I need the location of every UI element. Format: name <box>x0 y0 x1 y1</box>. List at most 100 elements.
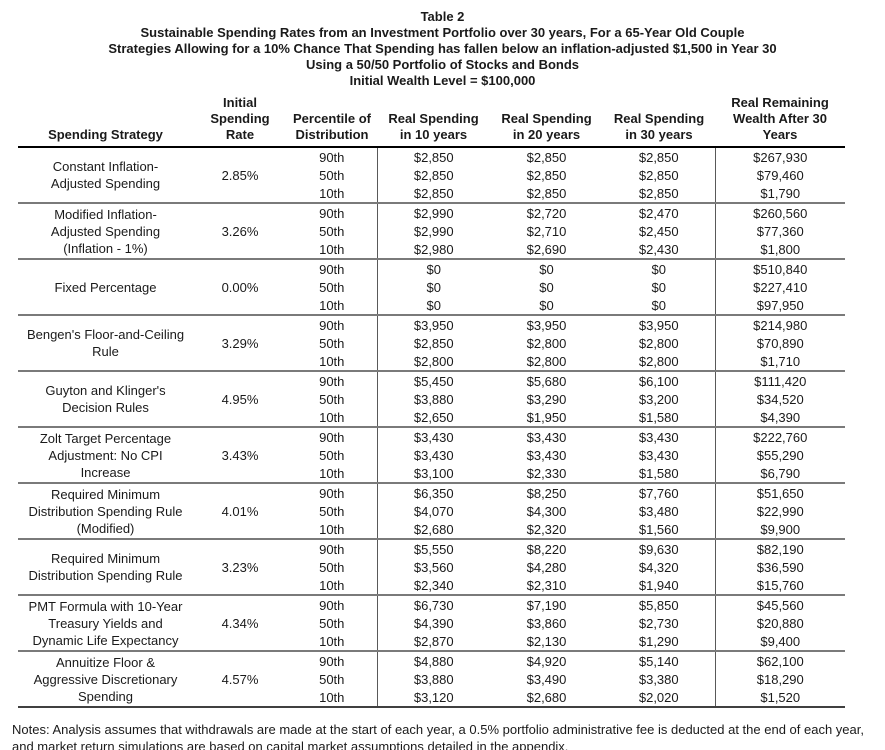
real-spending-20y-cell: $2,720 <box>490 202 603 222</box>
real-spending-30y-cell: $3,200 <box>638 391 679 407</box>
table-row: Bengen's Floor-and-Ceiling Rule 3.29% 90th… <box>18 314 845 371</box>
real-spending-30y-cell: $2,450 <box>638 223 679 239</box>
real-spending-30y-cell: $0 <box>651 297 666 313</box>
remaining-wealth-cell: $15,760 <box>714 576 845 595</box>
title-line-2: Strategies Allowing for a 10% Chance Tha… <box>108 41 777 56</box>
real-spending-20y-cell: $3,950 <box>490 314 603 334</box>
real-spending-10y-cell: $2,850 <box>376 147 490 166</box>
strategy-name-cell: PMT Formula with 10-Year Treasury Yields… <box>18 594 193 651</box>
real-spending-10y-cell: $2,990 <box>376 202 490 222</box>
percentile-cell: 10th <box>319 521 345 537</box>
percentile-cell: 50th <box>319 223 345 239</box>
percentile-cell: 90th <box>287 482 377 502</box>
table-header: Spending Strategy Initial Spending Rate … <box>18 95 845 148</box>
table-number: Table 2 <box>420 9 465 24</box>
initial-spending-rate-cell: 4.01% <box>193 482 287 539</box>
initial-spending-rate-cell: 2.85% <box>221 167 259 183</box>
real-spending-30y-cell: $3,950 <box>603 314 715 334</box>
remaining-wealth-cell: $20,880 <box>714 614 845 632</box>
real-spending-10y-cell: $2,980 <box>376 240 490 259</box>
remaining-wealth-cell: $222,760 <box>714 426 845 446</box>
percentile-cell: 90th <box>319 149 345 165</box>
real-spending-20y-cell: $4,280 <box>526 559 567 575</box>
table-row: 50th $2,990 $2,710 $2,450 $77,360 <box>18 222 845 240</box>
real-spending-20y-cell: $0 <box>539 279 554 295</box>
table-row: Constant Inflation- Adjusted Spending 2.8… <box>18 147 845 191</box>
real-spending-20y-cell: $2,850 <box>526 185 567 201</box>
initial-spending-rate-cell: 4.95% <box>193 370 287 427</box>
real-spending-30y-cell: $2,850 <box>638 167 679 183</box>
real-spending-20y-cell: $1,950 <box>526 409 567 425</box>
real-spending-20y-cell: $3,860 <box>526 615 567 631</box>
real-spending-30y-cell: $2,850 <box>638 149 679 165</box>
title-line-4: Initial Wealth Level = $100,000 <box>349 73 536 88</box>
remaining-wealth-cell: $36,590 <box>714 558 845 576</box>
remaining-wealth-cell: $70,890 <box>714 334 845 352</box>
real-spending-10y-cell: $3,560 <box>376 558 490 576</box>
real-spending-20y-cell: $0 <box>490 258 603 278</box>
table-row: Zolt Target Percentage Adjustment: No CP… <box>18 426 845 483</box>
real-spending-30y-cell: $1,580 <box>638 409 679 425</box>
strategy-name-cell: Zolt Target Percentage Adjustment: No CP… <box>18 426 193 483</box>
remaining-wealth-cell: $1,520 <box>714 688 845 707</box>
real-spending-10y-cell: $3,430 <box>376 426 490 446</box>
header-real-spending-10-years: Real Spending in 10 years <box>377 95 490 148</box>
remaining-wealth-cell: $34,520 <box>714 390 845 408</box>
real-spending-20y-cell: $2,850 <box>526 149 567 165</box>
table-row: 10th $2,650 $1,950 $1,580 $4,390 <box>18 408 845 427</box>
percentile-cell: 50th <box>319 671 345 687</box>
real-spending-30y-cell: $0 <box>603 258 715 278</box>
header-percentile-of-distribution: Percentile of Distribution <box>287 95 377 148</box>
real-spending-10y-cell: $4,070 <box>376 502 490 520</box>
table-row: Required Minimum Distribution Spending R… <box>18 538 845 595</box>
real-spending-10y-cell: $2,850 <box>376 166 490 184</box>
percentile-cell: 50th <box>319 167 345 183</box>
percentile-cell: 10th <box>319 465 345 481</box>
header-real-remaining-wealth: Real Remaining Wealth After 30 Years <box>715 95 845 148</box>
real-spending-20y-cell: $3,430 <box>490 426 603 446</box>
real-spending-20y-cell: $8,220 <box>490 538 603 558</box>
table-row: Required Minimum Distribution Spending R… <box>18 482 845 539</box>
real-spending-10y-cell: $2,850 <box>376 184 490 203</box>
percentile-cell: 10th <box>319 689 345 705</box>
table-row: 10th $2,980 $2,690 $2,430 $1,800 <box>18 240 845 259</box>
remaining-wealth-cell: $6,790 <box>714 464 845 483</box>
initial-spending-rate-cell: 3.43% <box>193 426 287 483</box>
real-spending-30y-cell: $1,940 <box>638 577 679 593</box>
table-row: 10th $2,340 $2,310 $1,940 $15,760 <box>18 576 845 595</box>
real-spending-10y-cell: $4,390 <box>376 614 490 632</box>
real-spending-10y-cell: $2,870 <box>376 632 490 651</box>
real-spending-20y-cell: $2,130 <box>526 633 567 649</box>
title-line-3: Using a 50/50 Portfolio of Stocks and Bo… <box>305 57 580 72</box>
table-row: PMT Formula with 10-Year Treasury Yields… <box>18 594 845 651</box>
real-spending-20y-cell: $3,490 <box>526 671 567 687</box>
percentile-cell: 10th <box>319 409 345 425</box>
remaining-wealth-cell: $1,710 <box>714 352 845 371</box>
percentile-cell: 50th <box>319 503 345 519</box>
table-row: 50th $3,430 $3,430 $3,430 $55,290 <box>18 446 845 464</box>
real-spending-10y-cell: $3,120 <box>376 688 490 707</box>
percentile-cell: 50th <box>319 559 345 575</box>
real-spending-20y-cell: $7,190 <box>490 594 603 614</box>
real-spending-20y-cell: $2,680 <box>526 689 567 705</box>
remaining-wealth-cell: $45,560 <box>714 594 845 614</box>
percentile-cell: 10th <box>319 185 345 201</box>
percentile-cell: 90th <box>287 202 377 222</box>
remaining-wealth-cell: $227,410 <box>714 278 845 296</box>
spending-rates-table: Spending Strategy Initial Spending Rate … <box>18 95 845 708</box>
remaining-wealth-cell: $1,790 <box>714 184 845 203</box>
real-spending-30y-cell: $5,140 <box>603 650 715 670</box>
title-line-1: Sustainable Spending Rates from an Inves… <box>140 25 745 40</box>
real-spending-30y-cell: $4,320 <box>638 559 679 575</box>
remaining-wealth-cell: $1,800 <box>714 240 845 259</box>
remaining-wealth-cell: $22,990 <box>714 502 845 520</box>
real-spending-10y-cell: $5,450 <box>376 370 490 390</box>
real-spending-10y-cell: $2,850 <box>376 334 490 352</box>
table-row: 50th $3,880 $3,290 $3,200 $34,520 <box>18 390 845 408</box>
real-spending-10y-cell: $2,650 <box>376 408 490 427</box>
table-title-block: Table 2 Sustainable Spending Rates from … <box>0 9 885 89</box>
percentile-cell: 10th <box>319 577 345 593</box>
table-body: Constant Inflation- Adjusted Spending 2.8… <box>18 147 845 707</box>
real-spending-10y-cell: $3,430 <box>376 446 490 464</box>
table-row: 50th $2,850 $2,850 $2,850 $79,460 <box>18 166 845 184</box>
